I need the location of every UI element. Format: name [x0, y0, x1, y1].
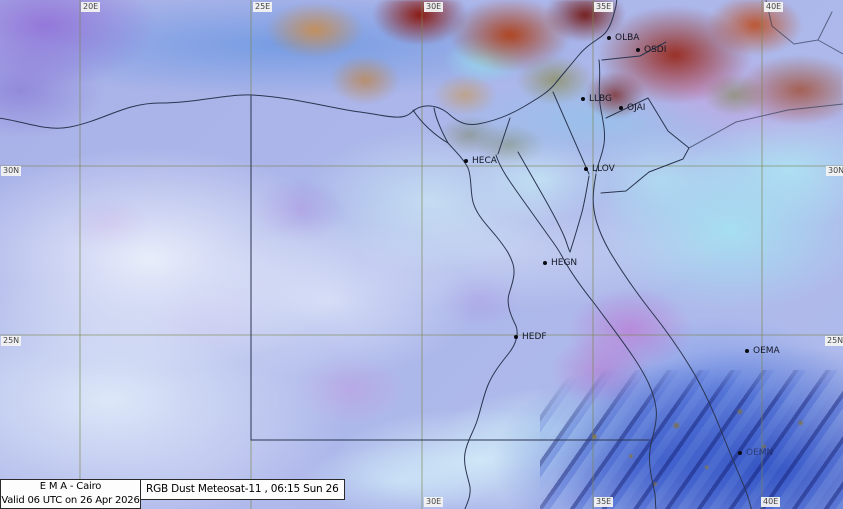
valid-time: Valid 06 UTC on 26 Apr 2026	[1, 495, 140, 506]
cloud-band-red	[255, 0, 843, 135]
station-label: LLOV	[592, 164, 615, 174]
lon-label-top-20e: 20E	[81, 2, 101, 12]
station-dot	[636, 48, 640, 52]
egypt-israel-border	[552, 91, 590, 175]
station-dot	[745, 349, 749, 353]
info-box-agency: E M A - Cairo Valid 06 UTC on 26 Apr 202…	[0, 479, 141, 509]
station-label: HEDF	[522, 332, 547, 342]
nile-delta-branch-east	[433, 107, 449, 144]
info-box-product: RGB Dust Meteosat-11 , 06:15 Sun 26	[140, 479, 345, 500]
lon-label-top-25e: 25E	[253, 2, 273, 12]
station-label: OJAI	[627, 103, 646, 113]
top-right-borders	[765, 0, 843, 55]
station-label: OEMN	[746, 448, 774, 458]
lon-label-bottom-35e: 35E	[594, 497, 614, 507]
nile-river	[447, 142, 518, 509]
red-sea-west-coast	[495, 154, 657, 509]
gulf-of-aqaba-west-coast	[569, 175, 590, 253]
lat-label-left-30n: 30N	[1, 166, 22, 176]
lon-label-top-40e: 40E	[764, 2, 784, 12]
station-label: OEMA	[753, 346, 780, 356]
jordan-syria-border	[601, 41, 667, 61]
gulf-of-suez-east-coast	[517, 151, 571, 253]
station-dot	[619, 106, 623, 110]
station-label: LLBG	[589, 94, 613, 104]
lon-label-top-30e: 30E	[424, 2, 444, 12]
mediterranean-coast	[0, 0, 618, 129]
product-name: RGB Dust Meteosat-11 , 06:15 Sun 26	[146, 483, 339, 495]
lat-label-right-30n: 30N	[826, 166, 843, 176]
station-dot	[514, 335, 518, 339]
saudi-iraq-border	[688, 103, 843, 149]
red-sea-east-coast	[592, 173, 752, 509]
suez-canal	[497, 117, 511, 155]
lat-label-right-25n: 25N	[825, 336, 843, 346]
station-label: OLBA	[615, 33, 640, 43]
station-dot	[543, 261, 547, 265]
station-dot	[581, 97, 585, 101]
station-dot	[607, 36, 611, 40]
station-dot	[464, 159, 468, 163]
jordan-valley-line	[595, 59, 605, 173]
station-label: HECA	[472, 156, 497, 166]
station-label: OSDI	[644, 45, 667, 55]
agency-name: E M A - Cairo	[39, 481, 102, 492]
station-dot	[738, 451, 742, 455]
lat-label-left-25n: 25N	[1, 336, 22, 346]
station-dot	[584, 167, 588, 171]
station-label: HEGN	[551, 258, 578, 268]
nile-delta-branch-west	[412, 109, 449, 144]
jordan-saudi-border	[600, 97, 690, 194]
lon-label-bottom-40e: 40E	[761, 497, 781, 507]
lon-label-bottom-30e: 30E	[424, 497, 444, 507]
lon-label-top-35e: 35E	[594, 2, 614, 12]
